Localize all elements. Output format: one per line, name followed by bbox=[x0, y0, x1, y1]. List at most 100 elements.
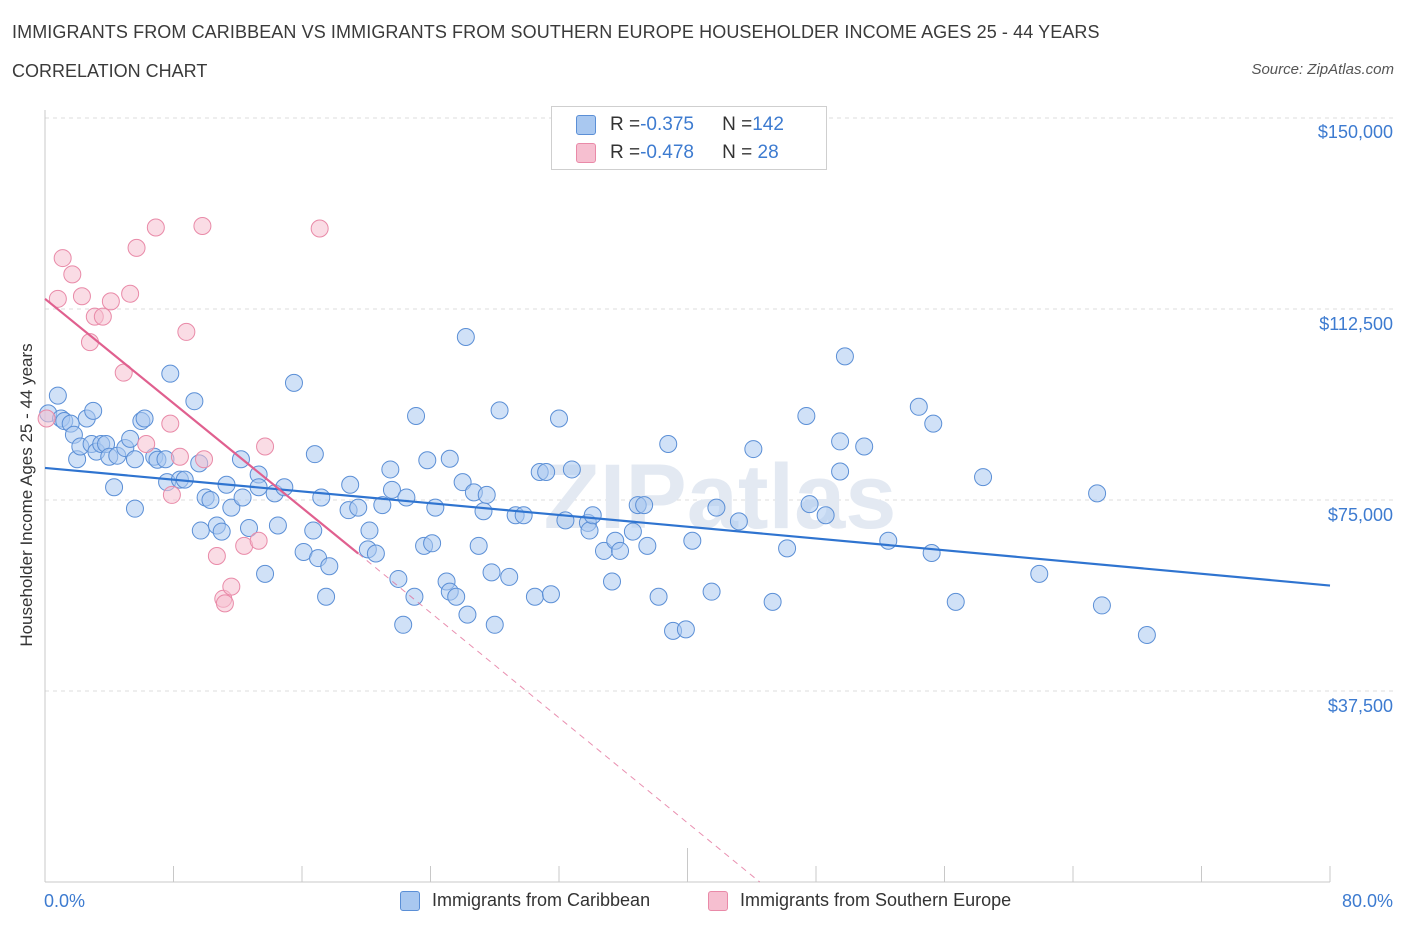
caribbean-point bbox=[161, 364, 180, 383]
caribbean-point bbox=[121, 429, 140, 448]
caribbean-point bbox=[676, 620, 695, 639]
caribbean-point bbox=[744, 440, 763, 459]
caribbean-point bbox=[284, 373, 303, 392]
caribbean-point bbox=[423, 534, 442, 553]
southern-europe-point bbox=[177, 322, 196, 341]
caribbean-point bbox=[304, 521, 323, 540]
caribbean-point bbox=[800, 495, 819, 514]
southern-europe-point bbox=[161, 414, 180, 433]
caribbean-point bbox=[562, 460, 581, 479]
chart-title: IMMIGRANTS FROM CARIBBEAN VS IMMIGRANTS … bbox=[12, 22, 1100, 42]
n-value: 142 bbox=[752, 114, 784, 135]
caribbean-point bbox=[212, 522, 231, 541]
southern-europe-point bbox=[222, 577, 241, 596]
n-value: 28 bbox=[752, 142, 779, 163]
caribbean-point bbox=[458, 605, 477, 624]
caribbean-point bbox=[924, 414, 943, 433]
southern-europe-point bbox=[53, 249, 72, 268]
caribbean-point bbox=[135, 409, 154, 428]
caribbean-point bbox=[525, 587, 544, 606]
caribbean-point bbox=[233, 488, 252, 507]
caribbean-point bbox=[580, 521, 599, 540]
caribbean-point bbox=[84, 401, 103, 420]
caribbean-point bbox=[474, 502, 493, 521]
stats-legend: R = -0.375 N = 142 R = -0.478 N = 28 bbox=[551, 106, 827, 170]
caribbean-point bbox=[638, 536, 657, 555]
caribbean-point bbox=[453, 473, 472, 492]
southern-europe-point bbox=[215, 594, 234, 613]
caribbean-point bbox=[702, 582, 721, 601]
y-tick-label: $112,500 bbox=[1319, 314, 1393, 334]
caribbean-point bbox=[611, 541, 630, 560]
southern-europe-point bbox=[37, 409, 56, 428]
caribbean-point bbox=[946, 592, 965, 611]
caribbean-point bbox=[477, 485, 496, 504]
southern-europe-points bbox=[37, 216, 329, 613]
caribbean-point bbox=[381, 460, 400, 479]
caribbean-point bbox=[797, 406, 816, 425]
southern-europe-point bbox=[93, 307, 112, 326]
caribbean-point bbox=[407, 406, 426, 425]
caribbean-point bbox=[418, 451, 437, 470]
caribbean-point bbox=[537, 462, 556, 481]
caribbean-point bbox=[1088, 484, 1107, 503]
southern-europe-point bbox=[207, 547, 226, 566]
caribbean-point bbox=[341, 475, 360, 494]
legend-label: Immigrants from Southern Europe bbox=[740, 890, 1012, 910]
caribbean-point bbox=[1092, 596, 1111, 615]
caribbean-point bbox=[550, 409, 568, 428]
legend-row-caribbean: R = -0.375 N = 142 bbox=[576, 113, 784, 137]
n-label: N = bbox=[722, 114, 753, 135]
caribbean-point bbox=[447, 587, 466, 606]
caribbean-point bbox=[729, 512, 748, 531]
southern-europe-point bbox=[137, 434, 156, 453]
southern-europe-point bbox=[249, 531, 268, 550]
caribbean-point bbox=[185, 392, 204, 411]
southern-europe-point bbox=[193, 216, 212, 235]
x-tick-label: 80.0% bbox=[1341, 891, 1393, 911]
caribbean-point bbox=[482, 563, 501, 582]
southern-europe-point bbox=[101, 292, 120, 311]
caribbean-point bbox=[635, 496, 654, 515]
caribbean-point bbox=[191, 521, 210, 540]
caribbean-point bbox=[603, 572, 622, 591]
caribbean-point bbox=[763, 592, 782, 611]
r-label: R = bbox=[610, 142, 641, 163]
southern-europe-point bbox=[63, 265, 82, 284]
caribbean-point bbox=[816, 506, 835, 525]
southern-europe-point bbox=[310, 219, 329, 238]
x-tick-label: 0.0% bbox=[44, 891, 86, 911]
caribbean-point bbox=[366, 544, 385, 563]
caribbean-point bbox=[500, 567, 519, 586]
caribbean-point bbox=[305, 445, 324, 464]
caribbean-point bbox=[360, 521, 379, 540]
caribbean-point bbox=[382, 480, 401, 499]
caribbean-point bbox=[48, 386, 67, 405]
caribbean-point bbox=[349, 498, 368, 517]
caribbean-point bbox=[222, 498, 241, 517]
southern-europe-point bbox=[195, 450, 214, 469]
caribbean-trend-line bbox=[44, 466, 1331, 587]
blue-swatch-icon bbox=[400, 890, 420, 911]
southern-europe-trend-line bbox=[44, 297, 359, 555]
r-label: R = bbox=[610, 114, 641, 135]
caribbean-point bbox=[909, 397, 928, 416]
caribbean-point bbox=[317, 587, 336, 606]
caribbean-points bbox=[39, 328, 1156, 644]
caribbean-point bbox=[268, 516, 287, 535]
caribbean-point bbox=[201, 491, 220, 509]
blue-swatch-icon bbox=[576, 115, 596, 135]
caribbean-point bbox=[831, 432, 850, 451]
source-label: Source: ZipAtlas.com bbox=[1251, 61, 1394, 78]
caribbean-point bbox=[440, 449, 459, 468]
caribbean-point bbox=[683, 531, 702, 550]
caribbean-point bbox=[125, 450, 144, 469]
pink-swatch-icon bbox=[708, 890, 728, 911]
southern-europe-point bbox=[170, 447, 189, 466]
caribbean-point bbox=[623, 522, 642, 541]
caribbean-point bbox=[485, 615, 504, 634]
legend-item-southern-europe: Immigrants from Southern Europe bbox=[708, 890, 1011, 911]
caribbean-point bbox=[426, 498, 445, 517]
caribbean-point bbox=[659, 434, 678, 453]
trend-lines bbox=[44, 297, 1331, 883]
